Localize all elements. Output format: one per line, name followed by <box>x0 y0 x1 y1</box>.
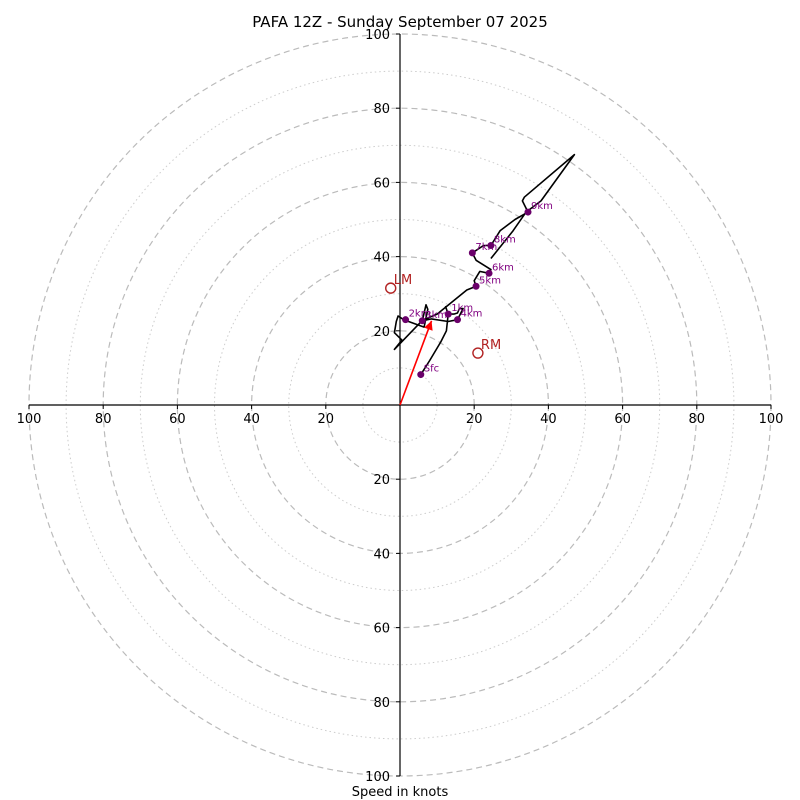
storm-motion-label: RM <box>481 338 501 353</box>
level-label: 2km <box>409 309 431 320</box>
y-tick-label: 100 <box>365 770 390 785</box>
level-label: 5km <box>479 275 501 286</box>
x-tick-label: 20 <box>466 412 483 427</box>
y-tick-label: 100 <box>365 28 390 43</box>
x-tick-label: 40 <box>243 412 260 427</box>
level-label: 9km <box>531 201 553 212</box>
mean-wind-arrow <box>399 320 433 406</box>
x-tick-label: 100 <box>759 412 784 427</box>
level-marker <box>524 208 532 216</box>
x-tick-label: 80 <box>95 412 112 427</box>
y-tick-label: 40 <box>373 251 390 266</box>
y-tick-label: 40 <box>373 547 390 562</box>
x-tick-label: 100 <box>17 412 42 427</box>
tick-labels: 100 80 60 40 20 20 40 60 80 100 100 80 60 40 20 20 40 60 8… <box>17 28 784 785</box>
level-marker <box>417 371 425 379</box>
level-marker <box>487 241 495 249</box>
hodograph-trace-line <box>393 153 576 376</box>
level-label: 1km <box>451 303 473 314</box>
level-marker <box>402 316 410 324</box>
y-tick-label: 20 <box>373 325 390 340</box>
x-tick-label: 20 <box>318 412 335 427</box>
storm-motion-markers: LM RM <box>385 273 501 359</box>
level-label: 3km <box>425 310 447 321</box>
storm-motion-marker <box>385 282 397 294</box>
x-axis-label: Speed in knots <box>352 785 449 800</box>
mean-wind-shaft <box>399 320 433 406</box>
level-marker <box>472 282 480 290</box>
y-tick-label: 60 <box>373 622 390 637</box>
storm-motion-label: LM <box>394 273 412 288</box>
level-marker <box>444 310 452 318</box>
level-label: 4km <box>461 309 483 320</box>
level-label: Sfc <box>424 364 439 375</box>
mean-wind-head <box>424 320 433 331</box>
level-label: 8km <box>494 234 516 245</box>
level-label: 6km <box>492 262 514 273</box>
level-marker <box>454 316 462 324</box>
wind-trace <box>393 153 576 376</box>
y-tick-label: 20 <box>373 473 390 488</box>
x-tick-label: 40 <box>540 412 557 427</box>
y-tick-label: 80 <box>373 696 390 711</box>
x-tick-label: 80 <box>689 412 706 427</box>
level-marker <box>468 249 476 257</box>
y-tick-label: 60 <box>373 176 390 191</box>
x-tick-label: 60 <box>614 412 631 427</box>
level-label: 7km <box>475 242 497 253</box>
chart-title: PAFA 12Z - Sunday September 07 2025 <box>252 13 548 31</box>
level-marker <box>485 269 493 277</box>
x-tick-label: 60 <box>169 412 186 427</box>
level-marker <box>418 317 426 325</box>
storm-motion-marker <box>472 347 484 359</box>
y-tick-label: 80 <box>373 102 390 117</box>
